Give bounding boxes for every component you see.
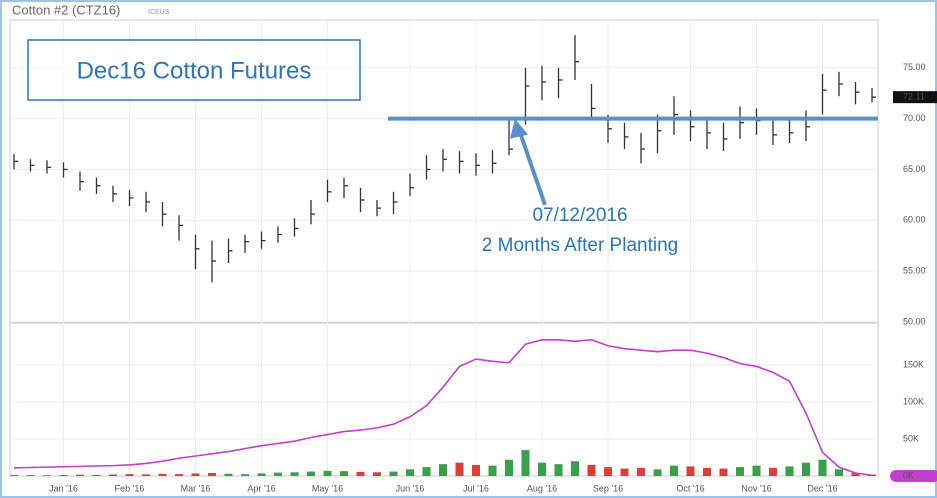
volume-bar	[637, 467, 645, 476]
volume-bar	[373, 472, 381, 476]
annotation-note: 2 Months After Planting	[482, 235, 678, 256]
x-tick-label: Nov '16	[741, 483, 771, 493]
volume-bar	[175, 474, 183, 476]
y2-tick-label: 0K	[903, 470, 914, 480]
volume-bar	[356, 471, 365, 476]
volume-bar	[455, 462, 464, 476]
volume-bar	[703, 467, 711, 476]
volume-bar	[554, 464, 563, 476]
volume-bar	[752, 465, 761, 476]
volume-bar	[719, 468, 728, 476]
volume-bar	[686, 466, 695, 476]
volume-bar	[307, 471, 315, 476]
volume-bar	[736, 467, 744, 476]
volume-bar	[505, 459, 513, 476]
x-tick-label: Feb '16	[115, 483, 145, 493]
open-interest-line	[13, 338, 873, 477]
annotation-title: Dec16 Cotton Futures	[77, 57, 312, 84]
volume-bar	[488, 465, 497, 476]
volume-bar	[340, 471, 348, 476]
volume-bar	[868, 474, 876, 476]
x-tick-label: Apr '16	[247, 483, 275, 493]
volume-bar	[274, 472, 282, 476]
x-tick-label: Jul '16	[463, 483, 489, 493]
x-tick-label: Oct '16	[676, 483, 704, 493]
volume-bar	[670, 465, 678, 476]
volume-bar	[92, 474, 101, 476]
volume-bar	[43, 475, 51, 476]
volume-bar	[422, 467, 431, 476]
volume-bar	[802, 462, 810, 476]
marks: 72.11	[10, 35, 937, 477]
y-tick-label: 55.00	[903, 266, 926, 276]
x-tick-label: May '16	[312, 483, 343, 493]
volume-bar	[59, 475, 68, 476]
volume-bar	[208, 473, 216, 476]
arrow-head	[510, 118, 528, 139]
y2-tick-box	[890, 470, 937, 482]
y-tick-label: 50.00	[903, 316, 926, 326]
volume-bar	[472, 464, 480, 476]
volume-bar	[538, 462, 546, 476]
volume-bar	[109, 474, 117, 476]
volume-bar	[439, 464, 447, 476]
x-tick-label: Sep '16	[593, 483, 623, 493]
exchange: ICEUS	[148, 9, 170, 16]
volume-bar	[142, 474, 150, 476]
y-tick-label: 70.00	[903, 113, 926, 123]
volume-bar	[389, 471, 398, 476]
annotation-box	[27, 39, 361, 101]
annotation-arrow	[516, 125, 547, 206]
x-tick-label: Jan '16	[49, 483, 78, 493]
chart-title: Cotton #2 (CTZ16)	[12, 2, 120, 17]
y2-tick-label: 50K	[903, 433, 919, 443]
volume-bar	[241, 474, 249, 476]
volume-bar	[835, 469, 843, 476]
last-price-label: 72.11	[903, 92, 925, 102]
volume-bar	[604, 467, 612, 476]
volume-bar	[587, 464, 596, 476]
annotation-date: 07/12/2016	[532, 205, 627, 226]
volume-bar	[76, 474, 84, 476]
volume-bar	[620, 468, 629, 476]
x-tick-label: Dec '16	[807, 483, 837, 493]
x-tick-label: Mar '16	[181, 483, 211, 493]
volume-bar	[191, 473, 200, 476]
volume-bar	[406, 469, 414, 476]
y-tick-label: 60.00	[903, 215, 926, 225]
volume-bar	[10, 474, 18, 476]
volume-bar	[125, 474, 134, 476]
volume-bar	[818, 459, 827, 476]
volume-bar	[653, 469, 662, 476]
volume-bar	[323, 470, 332, 476]
y-tick-label: 75.00	[903, 62, 926, 72]
volume-bar	[158, 473, 167, 476]
volume-bar	[851, 473, 860, 476]
volume-bar	[521, 450, 530, 476]
y2-tick-label: 100K	[903, 396, 924, 406]
volume-bar	[571, 461, 579, 476]
x-tick-label: Aug '16	[527, 483, 557, 493]
volume-bar	[224, 473, 233, 476]
volume-bar	[257, 473, 266, 476]
volume-bar	[769, 467, 777, 476]
y-tick-label: 65.00	[903, 164, 926, 174]
y2-tick-label: 150K	[903, 359, 924, 369]
last-price-box	[893, 91, 937, 104]
x-tick-label: Jun '16	[396, 483, 425, 493]
volume-bar	[26, 475, 35, 476]
volume-bar	[785, 466, 794, 476]
volume-bar	[290, 472, 299, 476]
